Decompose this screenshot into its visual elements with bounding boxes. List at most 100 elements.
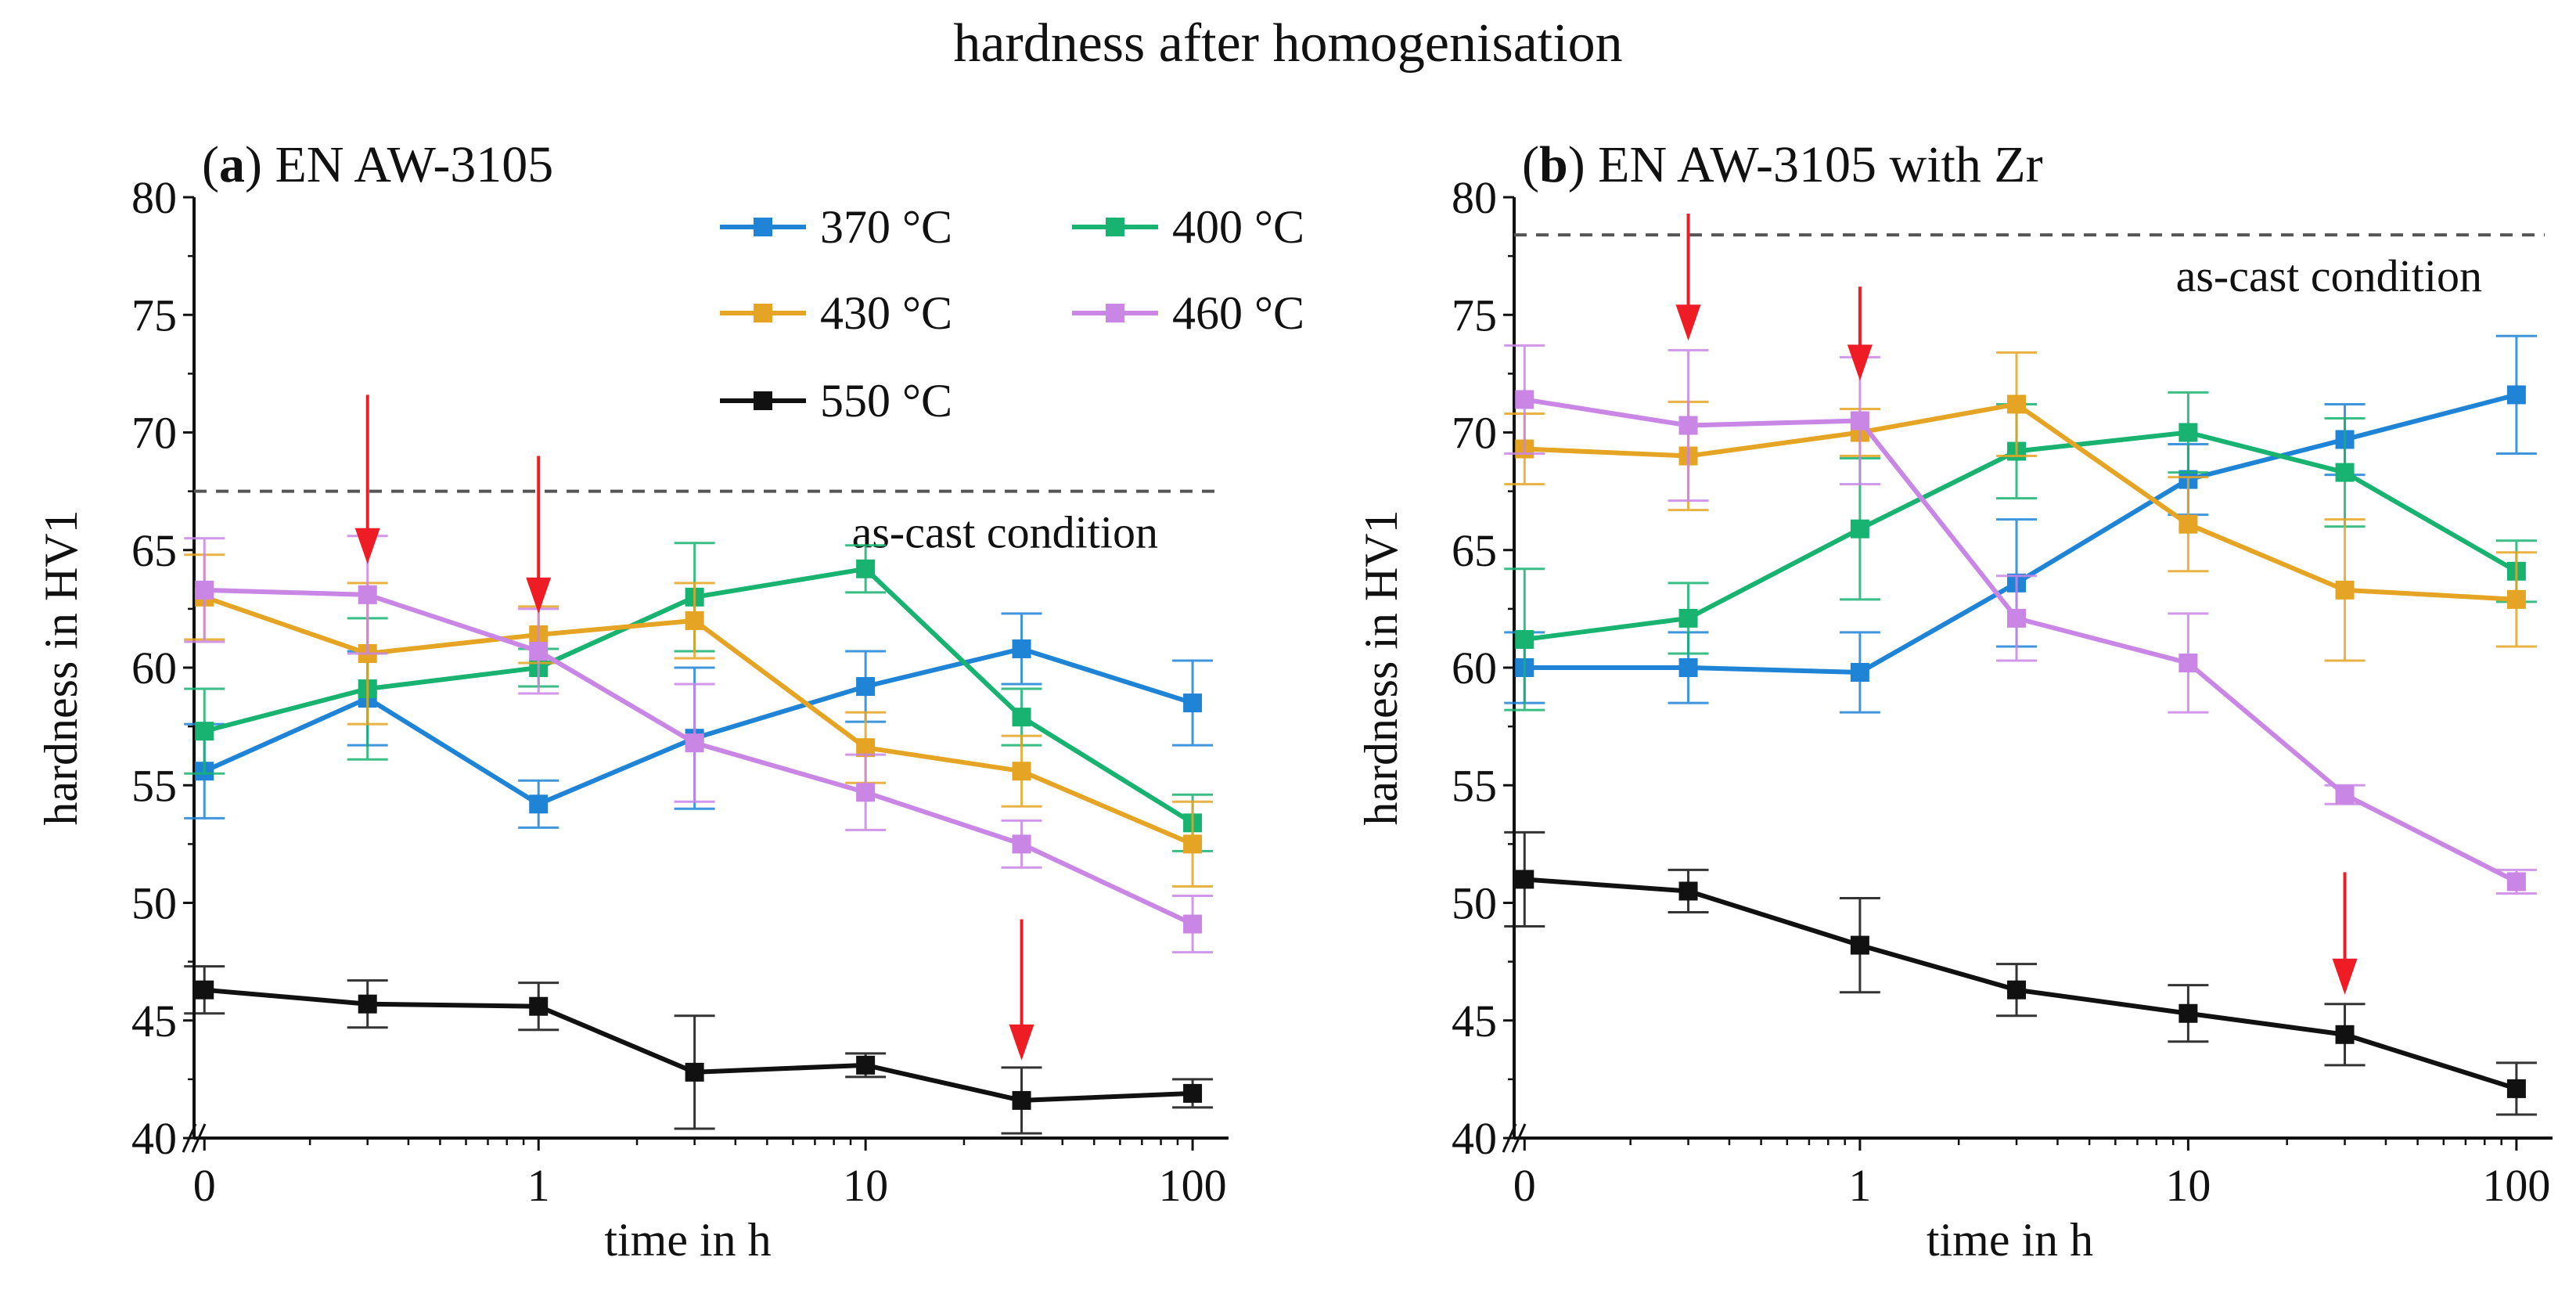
series-line <box>204 587 1194 927</box>
data-point <box>195 980 214 1000</box>
series-line <box>203 987 1193 1103</box>
y-tick-label: 45 <box>131 996 177 1046</box>
data-point <box>1012 639 1031 658</box>
data-point <box>1850 519 1869 539</box>
legend-label: 550 °C <box>820 375 952 427</box>
y-tick-label: 45 <box>1452 996 1497 1046</box>
data-point <box>2506 589 2526 609</box>
legend-label: 370 °C <box>820 201 952 253</box>
red-arrow-head <box>526 577 552 614</box>
data-point <box>685 733 704 753</box>
y-tick-label: 50 <box>131 878 177 929</box>
figure-title: hardness after homogenisation <box>953 13 1622 74</box>
series-400C <box>184 542 1214 852</box>
data-point <box>1183 914 1203 934</box>
legend-marker <box>1106 218 1124 236</box>
y-tick-label: 50 <box>1452 878 1497 929</box>
y-tick-label: 65 <box>131 525 177 576</box>
legend-marker <box>1106 304 1124 322</box>
y-tick-label: 70 <box>131 408 177 459</box>
y-tick-label: 75 <box>131 290 177 340</box>
panel-title: (a) EN AW-3105 <box>202 136 553 193</box>
legend-marker <box>754 218 772 236</box>
legend-label: 430 °C <box>820 287 952 339</box>
series-370C <box>1504 334 2537 714</box>
data-point <box>1850 935 1869 955</box>
y-tick-label: 40 <box>1452 1113 1497 1164</box>
x-axis-label: time in h <box>1927 1214 2093 1266</box>
y-tick-label: 40 <box>131 1113 177 1164</box>
panel-letter: a <box>219 136 245 193</box>
data-point <box>529 996 549 1016</box>
data-point <box>1678 658 1698 677</box>
data-point <box>529 641 549 661</box>
data-point <box>2335 463 2355 482</box>
data-point <box>1678 608 1698 628</box>
x-tick-label: 0 <box>193 1160 216 1211</box>
y-tick-label: 75 <box>1452 290 1497 340</box>
series-460C <box>1504 344 2537 895</box>
data-point <box>856 677 876 697</box>
y-tick-label: 60 <box>1452 643 1497 693</box>
series-line <box>1524 430 2518 642</box>
red-arrow-head <box>354 528 380 564</box>
red-arrow-head <box>1675 304 1701 341</box>
data-point <box>2506 385 2526 405</box>
y-tick-label: 70 <box>1452 408 1497 459</box>
y-tick-label: 60 <box>131 643 177 693</box>
data-point <box>1012 762 1031 781</box>
x-axis-label: time in h <box>604 1214 771 1266</box>
legend-label: 400 °C <box>1172 201 1304 253</box>
x-tick-label: 0 <box>1513 1160 1536 1211</box>
data-point <box>856 1055 876 1075</box>
legend-marker <box>754 304 772 322</box>
data-point <box>529 794 549 814</box>
x-tick-label: 10 <box>2165 1160 2211 1211</box>
data-point <box>2506 1079 2526 1098</box>
data-point <box>358 585 377 604</box>
data-point <box>2007 608 2027 628</box>
as-cast-label: as-cast condition <box>852 507 1158 558</box>
panel-a: (a) EN AW-3105 40 45 50 55 60 65 70 75 80 0 1 10 100 t… <box>35 136 1304 1266</box>
data-point <box>2335 580 2355 600</box>
series-400C <box>1504 391 2537 711</box>
y-axis-label: hardness in HV1 <box>1355 510 1407 825</box>
series-460C <box>184 535 1214 954</box>
x-tick-label: 1 <box>1848 1160 1871 1211</box>
data-point <box>1183 834 1203 854</box>
panel-b: (b) EN AW-3105 with Zr 40 45 50 55 60 65 70 75 80… <box>1355 136 2553 1266</box>
data-point <box>358 994 377 1014</box>
data-point <box>1678 416 1698 435</box>
red-arrow-head <box>2332 958 2358 995</box>
series-550C <box>1504 830 2537 1116</box>
data-point <box>2178 1003 2198 1023</box>
series-line <box>203 595 1194 847</box>
data-point <box>2178 653 2198 672</box>
series-line <box>1524 397 2518 884</box>
panel-letter: b <box>1539 136 1568 193</box>
series-line <box>203 566 1194 825</box>
data-point <box>1515 629 1534 649</box>
data-point <box>2335 1025 2355 1044</box>
data-point <box>1012 1090 1031 1110</box>
data-point <box>856 783 876 802</box>
data-point <box>856 559 876 578</box>
legend: 370 °C 400 °C 430 °C 460 °C 550 °C <box>720 201 1304 427</box>
data-point <box>195 722 214 741</box>
data-point <box>1850 663 1869 683</box>
data-point <box>2335 785 2355 805</box>
data-point <box>1515 390 1534 409</box>
y-tick-label: 55 <box>131 760 177 811</box>
data-point <box>1183 693 1203 713</box>
y-tick-label: 65 <box>1452 525 1497 576</box>
red-arrow-head <box>1009 1024 1034 1061</box>
as-cast-label: as-cast condition <box>2176 250 2482 301</box>
data-point <box>1678 881 1698 901</box>
data-point <box>1012 834 1031 854</box>
x-tick-label: 100 <box>2482 1160 2550 1211</box>
red-arrow-head <box>1847 344 1873 381</box>
y-axis-label: hardness in HV1 <box>35 510 87 825</box>
data-point <box>2506 872 2526 892</box>
legend-label: 460 °C <box>1172 287 1304 339</box>
y-tick-label: 55 <box>1452 760 1497 811</box>
